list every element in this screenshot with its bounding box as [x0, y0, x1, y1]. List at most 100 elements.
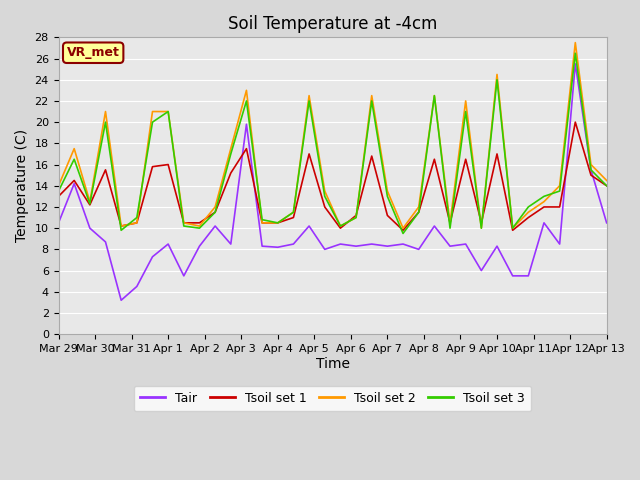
Tsoil set 3 — [525, 204, 532, 210]
Tsoil set 3 — [289, 209, 297, 215]
Tair — [274, 244, 282, 250]
Tsoil set 1 — [462, 156, 470, 162]
Tair — [321, 246, 328, 252]
Tsoil set 2 — [289, 209, 297, 215]
Tsoil set 2 — [321, 188, 328, 194]
Tsoil set 1 — [493, 151, 501, 157]
Tair — [493, 243, 501, 249]
Tair — [180, 273, 188, 279]
Tsoil set 2 — [164, 108, 172, 114]
Tsoil set 1 — [243, 146, 250, 152]
Tsoil set 2 — [102, 108, 109, 114]
Tsoil set 3 — [556, 188, 563, 194]
Line: Tsoil set 1: Tsoil set 1 — [58, 122, 607, 230]
Tair — [525, 273, 532, 279]
Tsoil set 2 — [587, 162, 595, 168]
Line: Tair: Tair — [58, 64, 607, 300]
Tsoil set 1 — [415, 209, 422, 215]
Title: Soil Temperature at -4cm: Soil Temperature at -4cm — [228, 15, 437, 33]
Tsoil set 2 — [431, 93, 438, 98]
Tsoil set 1 — [102, 167, 109, 173]
Tsoil set 1 — [259, 220, 266, 226]
Line: Tsoil set 3: Tsoil set 3 — [58, 53, 607, 233]
Tsoil set 1 — [603, 183, 611, 189]
Tsoil set 1 — [289, 215, 297, 220]
Tsoil set 2 — [148, 108, 156, 114]
Line: Tsoil set 2: Tsoil set 2 — [58, 43, 607, 228]
Tsoil set 2 — [337, 223, 344, 229]
Tsoil set 3 — [274, 220, 282, 226]
Tsoil set 3 — [540, 193, 548, 199]
Tsoil set 2 — [446, 220, 454, 226]
Tair — [352, 243, 360, 249]
Tsoil set 2 — [383, 188, 391, 194]
Tsoil set 3 — [102, 119, 109, 125]
Tsoil set 1 — [572, 119, 579, 125]
Tsoil set 2 — [540, 199, 548, 204]
X-axis label: Time: Time — [316, 357, 349, 371]
Tsoil set 2 — [259, 220, 266, 226]
Tsoil set 1 — [368, 153, 376, 159]
Tsoil set 3 — [493, 77, 501, 83]
Tsoil set 1 — [525, 215, 532, 220]
Tsoil set 1 — [70, 178, 78, 183]
Tsoil set 3 — [572, 50, 579, 56]
Tsoil set 1 — [211, 209, 219, 215]
Tsoil set 1 — [148, 164, 156, 169]
Tsoil set 3 — [321, 193, 328, 199]
Tair — [211, 223, 219, 229]
Tair — [259, 243, 266, 249]
Tsoil set 2 — [243, 87, 250, 93]
Tsoil set 2 — [603, 178, 611, 183]
Tsoil set 2 — [133, 220, 141, 226]
Tsoil set 1 — [86, 202, 93, 208]
Tsoil set 1 — [446, 220, 454, 226]
Y-axis label: Temperature (C): Temperature (C) — [15, 129, 29, 242]
Legend: Tair, Tsoil set 1, Tsoil set 2, Tsoil set 3: Tair, Tsoil set 1, Tsoil set 2, Tsoil se… — [134, 385, 531, 411]
Tair — [368, 241, 376, 247]
Tsoil set 2 — [477, 225, 485, 231]
Tair — [540, 220, 548, 226]
Tair — [383, 243, 391, 249]
Tsoil set 3 — [352, 215, 360, 220]
Tair — [289, 241, 297, 247]
Tsoil set 3 — [477, 225, 485, 231]
Tsoil set 3 — [305, 98, 313, 104]
Tsoil set 2 — [305, 93, 313, 98]
Tsoil set 3 — [399, 230, 407, 236]
Tair — [477, 268, 485, 274]
Tsoil set 3 — [259, 217, 266, 223]
Tsoil set 3 — [227, 151, 235, 157]
Tair — [603, 220, 611, 226]
Tsoil set 3 — [133, 215, 141, 220]
Tsoil set 1 — [196, 220, 204, 226]
Tsoil set 2 — [117, 223, 125, 229]
Tsoil set 3 — [86, 201, 93, 207]
Tair — [133, 284, 141, 289]
Tair — [70, 181, 78, 187]
Tair — [556, 241, 563, 247]
Tair — [509, 273, 516, 279]
Tsoil set 2 — [399, 225, 407, 231]
Tsoil set 1 — [540, 204, 548, 210]
Tsoil set 3 — [431, 93, 438, 98]
Tsoil set 2 — [227, 146, 235, 152]
Tair — [196, 243, 204, 249]
Tsoil set 3 — [446, 225, 454, 231]
Tsoil set 2 — [54, 183, 62, 189]
Tair — [54, 220, 62, 226]
Tsoil set 2 — [509, 225, 516, 231]
Tsoil set 1 — [477, 220, 485, 226]
Tsoil set 3 — [509, 225, 516, 231]
Tsoil set 2 — [525, 209, 532, 215]
Tsoil set 3 — [180, 223, 188, 229]
Tair — [462, 241, 470, 247]
Tsoil set 1 — [227, 170, 235, 176]
Tsoil set 2 — [70, 146, 78, 152]
Tsoil set 3 — [337, 223, 344, 229]
Tsoil set 3 — [148, 119, 156, 125]
Tsoil set 1 — [556, 204, 563, 210]
Tsoil set 1 — [509, 228, 516, 233]
Tair — [305, 223, 313, 229]
Tsoil set 1 — [587, 172, 595, 178]
